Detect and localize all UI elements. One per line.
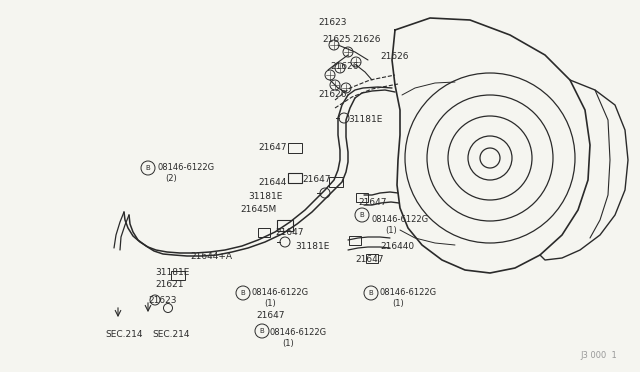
Text: 21647: 21647 (302, 175, 330, 184)
Text: J3 000  1: J3 000 1 (580, 351, 617, 360)
Text: 21647: 21647 (355, 255, 383, 264)
Text: SEC.214: SEC.214 (105, 330, 143, 339)
Text: 21623: 21623 (318, 18, 346, 27)
Text: 21626: 21626 (318, 90, 346, 99)
Text: B: B (260, 328, 264, 334)
Bar (288, 173, 302, 183)
Bar (288, 143, 302, 153)
Bar (329, 177, 343, 187)
Text: B: B (146, 165, 150, 171)
Text: 21626: 21626 (380, 52, 408, 61)
Text: 21644: 21644 (258, 178, 286, 187)
Text: 21623: 21623 (148, 296, 177, 305)
Text: 31181E: 31181E (348, 115, 382, 124)
Text: 08146-6122G: 08146-6122G (372, 215, 429, 224)
Text: 21647: 21647 (275, 228, 303, 237)
Text: 21647: 21647 (258, 143, 287, 152)
Text: 08146-6122G: 08146-6122G (270, 328, 327, 337)
Text: B: B (369, 290, 373, 296)
Text: (1): (1) (282, 339, 294, 348)
Text: 21621: 21621 (155, 280, 184, 289)
Text: 31181E: 31181E (155, 268, 189, 277)
Bar (349, 235, 361, 244)
Text: 08146-6122G: 08146-6122G (158, 163, 215, 172)
Text: 21626: 21626 (330, 62, 358, 71)
Text: 21647: 21647 (358, 198, 387, 207)
Text: 21625: 21625 (322, 35, 351, 44)
Text: 21626: 21626 (352, 35, 381, 44)
Text: (1): (1) (385, 226, 397, 235)
Text: (1): (1) (392, 299, 404, 308)
Text: (2): (2) (165, 174, 177, 183)
Bar (366, 253, 378, 263)
Bar (171, 270, 185, 279)
Text: 31181E: 31181E (295, 242, 330, 251)
Bar (356, 192, 368, 202)
Text: 21645M: 21645M (240, 205, 276, 214)
Text: 08146-6122G: 08146-6122G (252, 288, 309, 297)
Text: 08146-6122G: 08146-6122G (380, 288, 437, 297)
Text: B: B (241, 290, 245, 296)
Text: 21647: 21647 (256, 311, 285, 320)
Text: B: B (360, 212, 364, 218)
Bar (258, 228, 270, 237)
Text: 31181E: 31181E (248, 192, 282, 201)
Text: (1): (1) (264, 299, 276, 308)
Text: SEC.214: SEC.214 (152, 330, 189, 339)
Bar (277, 219, 293, 231)
Text: 21644+A: 21644+A (190, 252, 232, 261)
Text: 216440: 216440 (380, 242, 414, 251)
